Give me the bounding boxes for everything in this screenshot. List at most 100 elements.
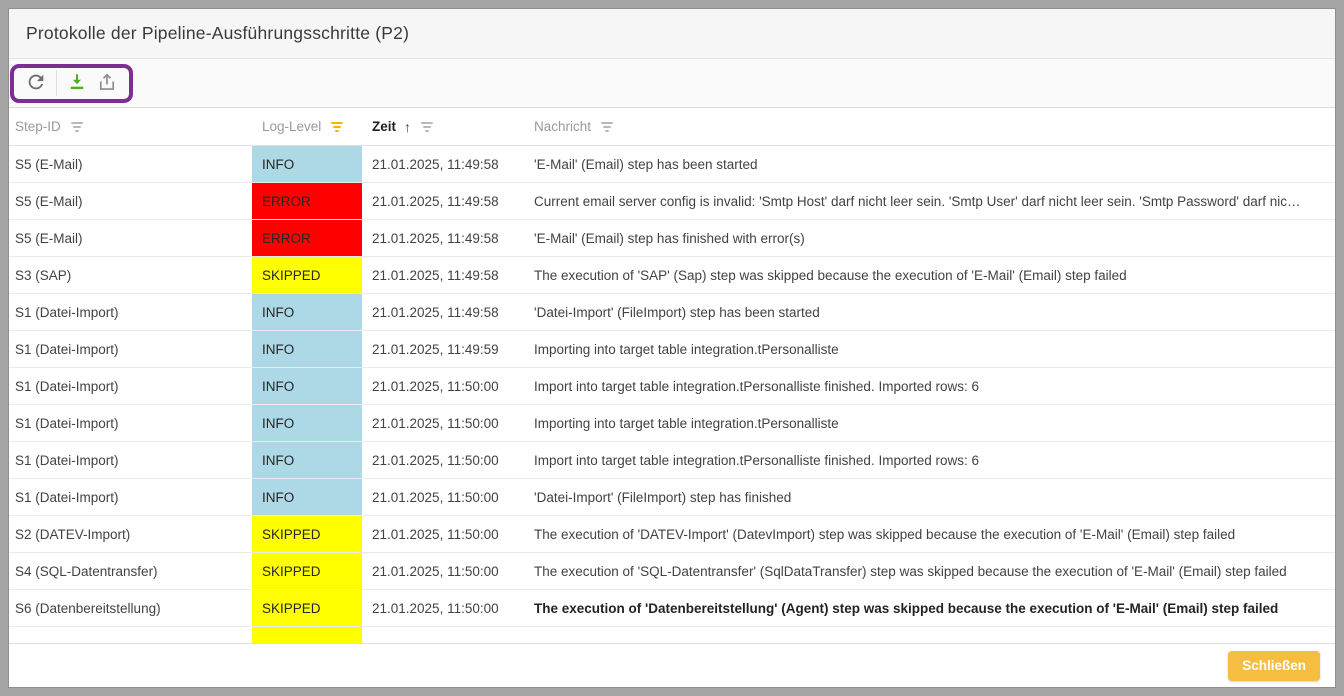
table-row[interactable]: S1 (Datei-Import) INFO 21.01.2025, 11:50…	[9, 479, 1335, 516]
cell-zeit: 21.01.2025, 11:49:59	[372, 341, 499, 357]
cell-zeit: 21.01.2025, 11:50:00	[372, 489, 499, 505]
download-icon	[66, 71, 88, 96]
cell-step-id	[9, 627, 252, 643]
table-row[interactable]: S1 (Datei-Import) INFO 21.01.2025, 11:50…	[9, 368, 1335, 405]
cell-step-id: S5 (E-Mail)	[15, 193, 83, 209]
toolbar-divider	[56, 70, 57, 96]
cell-zeit: 21.01.2025, 11:49:58	[372, 230, 499, 246]
table-body: S5 (E-Mail) INFO 21.01.2025, 11:49:58 'E…	[9, 146, 1335, 644]
cell-log-level: SKIPPED	[252, 553, 362, 589]
table-row[interactable]	[9, 627, 1335, 643]
cell-nachricht	[524, 627, 1335, 643]
cell-log-level: ERROR	[252, 220, 362, 256]
table-row[interactable]: S1 (Datei-Import) INFO 21.01.2025, 11:50…	[9, 405, 1335, 442]
cell-nachricht: 'Datei-Import' (FileImport) step has bee…	[534, 304, 820, 320]
cell-log-level: INFO	[252, 331, 362, 367]
cell-step-id: S6 (Datenbereitstellung)	[15, 600, 161, 616]
cell-nachricht: 'Datei-Import' (FileImport) step has fin…	[534, 489, 792, 505]
cell-nachricht: Importing into target table integration.…	[534, 341, 839, 357]
upload-icon	[96, 71, 118, 96]
cell-zeit: 21.01.2025, 11:50:00	[372, 563, 499, 579]
cell-nachricht: The execution of 'SQL-Datentransfer' (Sq…	[534, 563, 1287, 579]
cell-nachricht: 'E-Mail' (Email) step has been started	[534, 156, 758, 172]
cell-log-level: INFO	[252, 442, 362, 478]
cell-step-id: S5 (E-Mail)	[15, 156, 83, 172]
table-row[interactable]: S5 (E-Mail) ERROR 21.01.2025, 11:49:58 '…	[9, 220, 1335, 257]
cell-zeit: 21.01.2025, 11:49:58	[372, 156, 499, 172]
cell-log-level: INFO	[252, 146, 362, 182]
cell-zeit	[362, 627, 524, 643]
cell-nachricht: 'E-Mail' (Email) step has finished with …	[534, 230, 805, 246]
cell-nachricht: The execution of 'Datenbereitstellung' (…	[534, 600, 1279, 616]
column-header-nachricht[interactable]: Nachricht	[524, 108, 1335, 145]
cell-step-id: S2 (DATEV-Import)	[15, 526, 131, 542]
column-label-zeit: Zeit	[372, 119, 397, 134]
cell-zeit: 21.01.2025, 11:49:58	[372, 304, 499, 320]
cell-log-level: SKIPPED	[252, 257, 362, 293]
filter-icon[interactable]	[419, 120, 435, 134]
cell-zeit: 21.01.2025, 11:50:00	[372, 378, 499, 394]
cell-step-id: S4 (SQL-Datentransfer)	[15, 563, 158, 579]
cell-log-level: SKIPPED	[252, 590, 362, 626]
cell-step-id: S1 (Datei-Import)	[15, 378, 119, 394]
cell-nachricht: Current email server config is invalid: …	[534, 193, 1301, 209]
refresh-button[interactable]	[21, 68, 51, 98]
download-button[interactable]	[62, 68, 92, 98]
column-label-step-id: Step-ID	[15, 119, 61, 134]
cell-step-id: S1 (Datei-Import)	[15, 452, 119, 468]
cell-nachricht: Import into target table integration.tPe…	[534, 378, 979, 394]
cell-log-level: SKIPPED	[252, 516, 362, 552]
column-header-log-level[interactable]: Log-Level	[252, 108, 362, 145]
pipeline-log-dialog: Protokolle der Pipeline-Ausführungsschri…	[8, 8, 1336, 688]
cell-zeit: 21.01.2025, 11:50:00	[372, 415, 499, 431]
cell-log-level: INFO	[252, 294, 362, 330]
column-label-log-level: Log-Level	[262, 119, 322, 134]
sort-ascending-icon: ↑	[404, 118, 412, 135]
cell-zeit: 21.01.2025, 11:50:00	[372, 452, 499, 468]
toolbar-highlight-box	[10, 63, 133, 103]
cell-nachricht: Import into target table integration.tPe…	[534, 452, 979, 468]
cell-log-level: INFO	[252, 405, 362, 441]
cell-zeit: 21.01.2025, 11:50:00	[372, 600, 499, 616]
filter-icon[interactable]	[69, 120, 85, 134]
table-row[interactable]: S4 (SQL-Datentransfer) SKIPPED 21.01.202…	[9, 553, 1335, 590]
cell-nachricht: The execution of 'SAP' (Sap) step was sk…	[534, 267, 1127, 283]
refresh-icon	[25, 71, 47, 96]
cell-nachricht: Importing into target table integration.…	[534, 415, 839, 431]
table-header-row: Step-ID Log-Level Zeit ↑ Nachricht	[9, 108, 1335, 146]
filter-icon-active[interactable]	[329, 120, 345, 134]
cell-step-id: S1 (Datei-Import)	[15, 304, 119, 320]
table-row[interactable]: S2 (DATEV-Import) SKIPPED 21.01.2025, 11…	[9, 516, 1335, 553]
dialog-title: Protokolle der Pipeline-Ausführungsschri…	[26, 23, 410, 43]
upload-button[interactable]	[92, 68, 122, 98]
table-row[interactable]: S1 (Datei-Import) INFO 21.01.2025, 11:49…	[9, 331, 1335, 368]
column-header-zeit[interactable]: Zeit ↑	[362, 108, 524, 145]
cell-log-level	[252, 627, 362, 643]
table-row[interactable]: S5 (E-Mail) INFO 21.01.2025, 11:49:58 'E…	[9, 146, 1335, 183]
table-row[interactable]: S5 (E-Mail) ERROR 21.01.2025, 11:49:58 C…	[9, 183, 1335, 220]
close-button[interactable]: Schließen	[1228, 650, 1320, 681]
table-row[interactable]: S1 (Datei-Import) INFO 21.01.2025, 11:50…	[9, 442, 1335, 479]
cell-log-level: ERROR	[252, 183, 362, 219]
cell-zeit: 21.01.2025, 11:49:58	[372, 267, 499, 283]
dialog-footer: Schließen	[9, 644, 1335, 687]
filter-icon[interactable]	[599, 120, 615, 134]
cell-zeit: 21.01.2025, 11:50:00	[372, 526, 499, 542]
table-row[interactable]: S1 (Datei-Import) INFO 21.01.2025, 11:49…	[9, 294, 1335, 331]
table-row[interactable]: S3 (SAP) SKIPPED 21.01.2025, 11:49:58 Th…	[9, 257, 1335, 294]
column-header-step-id[interactable]: Step-ID	[9, 108, 252, 145]
cell-zeit: 21.01.2025, 11:49:58	[372, 193, 499, 209]
cell-log-level: INFO	[252, 368, 362, 404]
table-row[interactable]: S6 (Datenbereitstellung) SKIPPED 21.01.2…	[9, 590, 1335, 627]
column-label-nachricht: Nachricht	[534, 119, 592, 134]
toolbar	[9, 59, 1335, 108]
cell-log-level: INFO	[252, 479, 362, 515]
dialog-header: Protokolle der Pipeline-Ausführungsschri…	[9, 9, 1335, 59]
cell-step-id: S1 (Datei-Import)	[15, 415, 119, 431]
cell-step-id: S1 (Datei-Import)	[15, 341, 119, 357]
cell-step-id: S1 (Datei-Import)	[15, 489, 119, 505]
cell-nachricht: The execution of 'DATEV-Import' (DatevIm…	[534, 526, 1236, 542]
cell-step-id: S3 (SAP)	[15, 267, 72, 283]
cell-step-id: S5 (E-Mail)	[15, 230, 83, 246]
